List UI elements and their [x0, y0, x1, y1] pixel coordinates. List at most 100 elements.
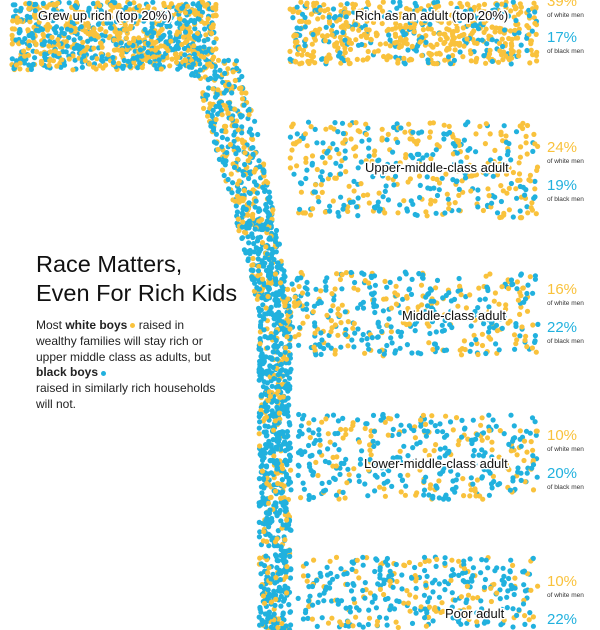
white-boy-dot: [428, 197, 434, 203]
black-boy-dot: [444, 450, 450, 456]
white-boy-dot: [227, 141, 233, 148]
black-boy-dot: [487, 470, 493, 476]
white-boy-dot: [371, 152, 377, 158]
white-boy-dot: [412, 21, 418, 27]
black-boy-dot: [510, 478, 516, 484]
white-boy-dot: [499, 214, 505, 220]
black-boy-dot: [262, 188, 268, 194]
black-boy-dot: [63, 49, 69, 55]
white-boy-dot: [26, 52, 32, 58]
black-boy-dot: [351, 9, 357, 15]
black-boy-dot: [127, 63, 133, 69]
black-boy-dot: [77, 43, 83, 49]
white-boy-dot: [384, 463, 390, 469]
black-boy-dot: [208, 75, 214, 81]
white-boy-dot: [54, 0, 61, 6]
black-boy-dot: [497, 596, 503, 602]
white-boy-dot: [36, 19, 42, 25]
white-boy-dot: [298, 495, 304, 501]
black-boy-dot: [294, 131, 300, 137]
black-boy-dot: [339, 286, 345, 292]
black-boy-dot: [64, 12, 70, 18]
black-boy-dot: [534, 474, 540, 480]
white-boy-dot: [275, 624, 281, 630]
black-boy-dot: [489, 320, 495, 326]
white-boy-dot: [518, 9, 524, 15]
white-boy-dot: [294, 39, 300, 45]
white-boy-dot: [223, 106, 229, 112]
black-boy-dot: [273, 227, 280, 234]
white-boy-dot: [459, 346, 465, 352]
black-boy-dot: [280, 294, 286, 300]
black-boy-dot: [71, 45, 77, 52]
black-boy-dot: [278, 368, 284, 374]
white-boy-dot: [213, 116, 219, 123]
white-boy-dot: [412, 435, 418, 441]
black-boy-dot: [532, 338, 538, 344]
black-boy-dot: [372, 309, 378, 316]
white-boy-dot: [116, 47, 122, 53]
black-boy-dot: [266, 518, 272, 524]
black-boy-dot: [474, 610, 480, 616]
black-boy-dot: [370, 174, 376, 180]
white-boy-dot: [246, 112, 252, 118]
black-boy-dot: [284, 369, 290, 375]
white-boy-dot: [236, 178, 242, 184]
black-boy-dot: [399, 572, 405, 578]
white-boy-dot: [56, 50, 62, 57]
black-boy-dot: [408, 152, 414, 158]
white-boy-dot: [329, 325, 335, 331]
black-boy-dot: [297, 325, 303, 331]
black-boy-dot: [387, 279, 393, 285]
black-boy-dot: [449, 590, 455, 596]
black-boy-dot: [12, 2, 18, 8]
white-boy-dot: [329, 32, 335, 38]
black-boy-dot: [504, 605, 510, 611]
black-boy-dot: [190, 61, 196, 67]
white-boy-dot: [127, 25, 133, 31]
white-boy-dot: [516, 160, 522, 166]
white-boy-dot: [443, 171, 449, 177]
white-boy-dot: [287, 48, 293, 55]
black-boy-dot: [74, 4, 80, 11]
black-boy-dot: [451, 161, 458, 167]
white-boy-dot: [303, 19, 309, 25]
black-boy-dot: [267, 507, 273, 513]
black-boy-dot: [436, 581, 442, 587]
black-boy-dot: [503, 139, 509, 145]
white-boy-dot: [55, 37, 61, 43]
black-boy-dot: [377, 614, 383, 620]
white-boy-dot: [298, 0, 304, 5]
white-boy-dot: [394, 578, 400, 585]
black-boy-dot: [397, 0, 403, 5]
black-boy-dot: [327, 172, 333, 178]
white-boy-dot: [383, 41, 389, 47]
white-boy-dot: [361, 31, 367, 37]
black-boy-dot: [77, 35, 83, 41]
white-boy-dot: [521, 457, 527, 464]
black-boy-dot: [275, 620, 281, 626]
black-boy-dot: [266, 236, 272, 242]
black-boy-dot: [518, 42, 524, 48]
white-boy-dot: [352, 153, 359, 159]
black-boy-dot: [27, 42, 33, 49]
white-boy-dot: [328, 318, 334, 324]
black-boy-dot: [408, 311, 414, 317]
black-boy-dot: [269, 250, 276, 256]
black-boy-dot: [359, 41, 365, 48]
black-boy-dot: [245, 256, 252, 262]
black-percent: 20%: [547, 465, 577, 482]
white-boy-dot: [513, 186, 519, 192]
black-boy-dot: [319, 480, 325, 486]
white-boy-dot: [84, 44, 90, 50]
white-boy-dot: [534, 167, 540, 173]
desc-black-boys: black boys: [36, 365, 99, 380]
black-boy-dot: [486, 612, 492, 618]
white-boy-dot: [335, 306, 341, 312]
black-boy-dot: [321, 598, 327, 604]
white-boy-dot: [475, 595, 481, 601]
white-boy-dot: [466, 616, 472, 623]
white-boy-dot: [365, 48, 371, 55]
black-boy-dot: [344, 1, 350, 7]
black-boy-dot: [380, 411, 386, 418]
